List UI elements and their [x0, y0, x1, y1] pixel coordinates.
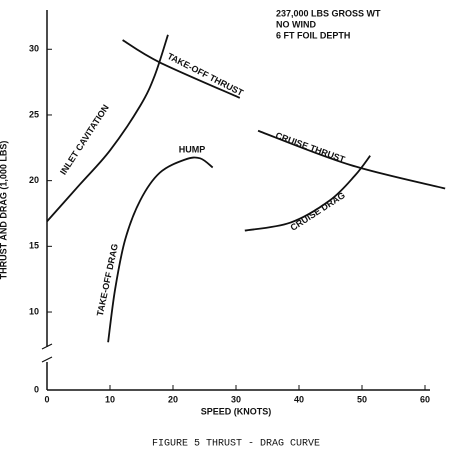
curve: [257, 129, 446, 190]
curve: [122, 39, 241, 99]
curve-label: CRUISE DRAG: [289, 190, 347, 233]
annotation: HUMP: [179, 144, 206, 154]
curve-label: CRUISE THRUST: [274, 130, 346, 165]
x-tick-label: 40: [294, 394, 304, 404]
curve: [244, 155, 371, 232]
caption: FIGURE 5 THRUST - DRAG CURVE: [152, 439, 320, 450]
note: 6 FT FOIL DEPTH: [276, 30, 350, 40]
note: NO WIND: [276, 19, 316, 29]
x-tick-label: 0: [44, 394, 49, 404]
curve-label: TAKE-OFF THRUST: [166, 51, 246, 98]
y-tick-label: 30: [29, 44, 39, 54]
y-axis-label: THRUST AND DRAG (1,000 LBS): [0, 141, 8, 280]
axis-break: [41, 343, 53, 363]
curve: [107, 156, 214, 343]
x-axis-label: SPEED (KNOTS): [201, 406, 272, 416]
note: 237,000 LBS GROSS WT: [276, 8, 381, 18]
y-tick-label: 10: [29, 306, 39, 316]
x-tick-label: 50: [357, 394, 367, 404]
y-tick-label: 25: [29, 109, 39, 119]
x-tick-label: 20: [168, 394, 178, 404]
x-tick-label: 30: [231, 394, 241, 404]
x-tick-label: 60: [420, 394, 430, 404]
x-tick-label: 10: [105, 394, 115, 404]
y-tick-label: 15: [29, 241, 39, 251]
curve-label: INLET CAVITATION: [58, 103, 111, 177]
y-tick-label: 20: [29, 175, 39, 185]
y-tick-label: 0: [34, 384, 39, 394]
curve: [46, 34, 169, 222]
